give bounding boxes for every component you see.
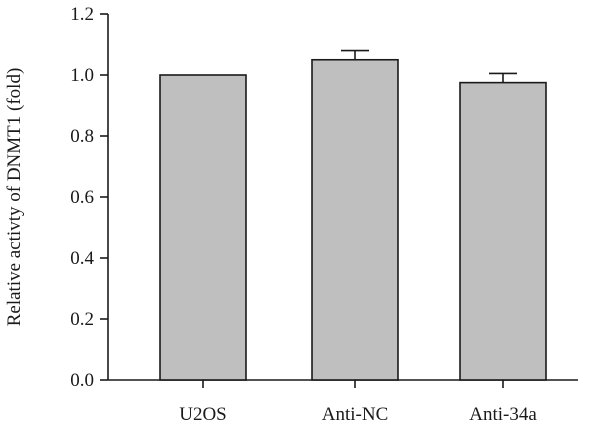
- bar-u2os: [159, 74, 247, 381]
- x-axis: U2OS Anti-NC Anti-34a: [108, 379, 578, 425]
- bar-anti-34a: [459, 81, 547, 381]
- y-axis: 0.0 0.2 0.4 0.6 0.8 1.0 1.2: [70, 4, 109, 391]
- y-tick-label: 0.6: [70, 187, 94, 208]
- x-tick-label: Anti-34a: [469, 404, 537, 425]
- y-tick-label: 0.4: [70, 248, 94, 269]
- x-tick-label: U2OS: [179, 404, 227, 425]
- y-tick-label: 0.0: [70, 370, 94, 391]
- y-tick-label: 0.2: [70, 309, 94, 330]
- bars: [159, 49, 547, 381]
- bar-anti-nc: [311, 58, 399, 381]
- y-tick-label: 1.0: [70, 65, 94, 86]
- y-axis-title: Relative activty of DNMT1 (fold): [4, 68, 25, 327]
- x-tick-label: Anti-NC: [322, 404, 389, 425]
- y-tick-label: 1.2: [70, 4, 94, 25]
- y-tick-label: 0.8: [70, 126, 94, 147]
